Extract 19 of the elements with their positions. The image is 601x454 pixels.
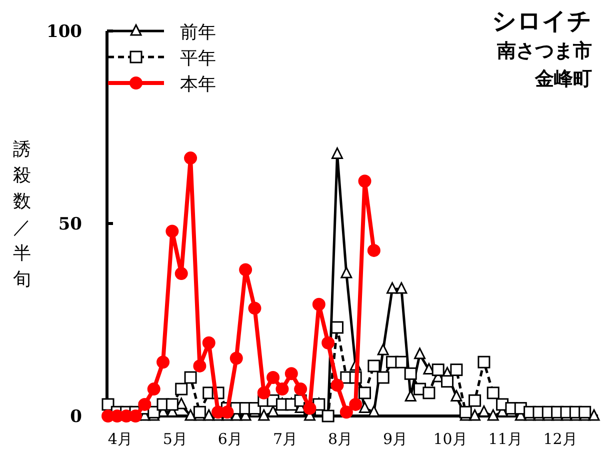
x-tick-label: 8月: [328, 430, 353, 448]
x-tick-label: 11月: [488, 430, 522, 448]
text: 南さつま市: [496, 40, 592, 62]
legend-label: 平年: [180, 48, 216, 69]
x-tick-label: 10月: [433, 430, 468, 448]
y-tick-label: 100: [46, 22, 82, 42]
y-tick-label: 0: [70, 407, 82, 427]
x-tick-label: 12月: [543, 430, 578, 448]
legend-label: 前年: [180, 22, 216, 43]
chart-title: シロイチ: [492, 7, 592, 35]
legend-label: 本年: [180, 74, 216, 95]
x-tick-label: 4月: [108, 430, 132, 448]
x-tick-label: 9月: [382, 430, 408, 448]
y-tick-label: 50: [58, 214, 82, 234]
annotation: 金峰町: [534, 68, 592, 90]
x-tick-label: 6月: [218, 430, 242, 448]
x-tick-label: 7月: [272, 430, 298, 448]
y-axis-title: 誘殺数／半旬: [13, 139, 31, 290]
x-tick-label: 5月: [162, 430, 188, 448]
